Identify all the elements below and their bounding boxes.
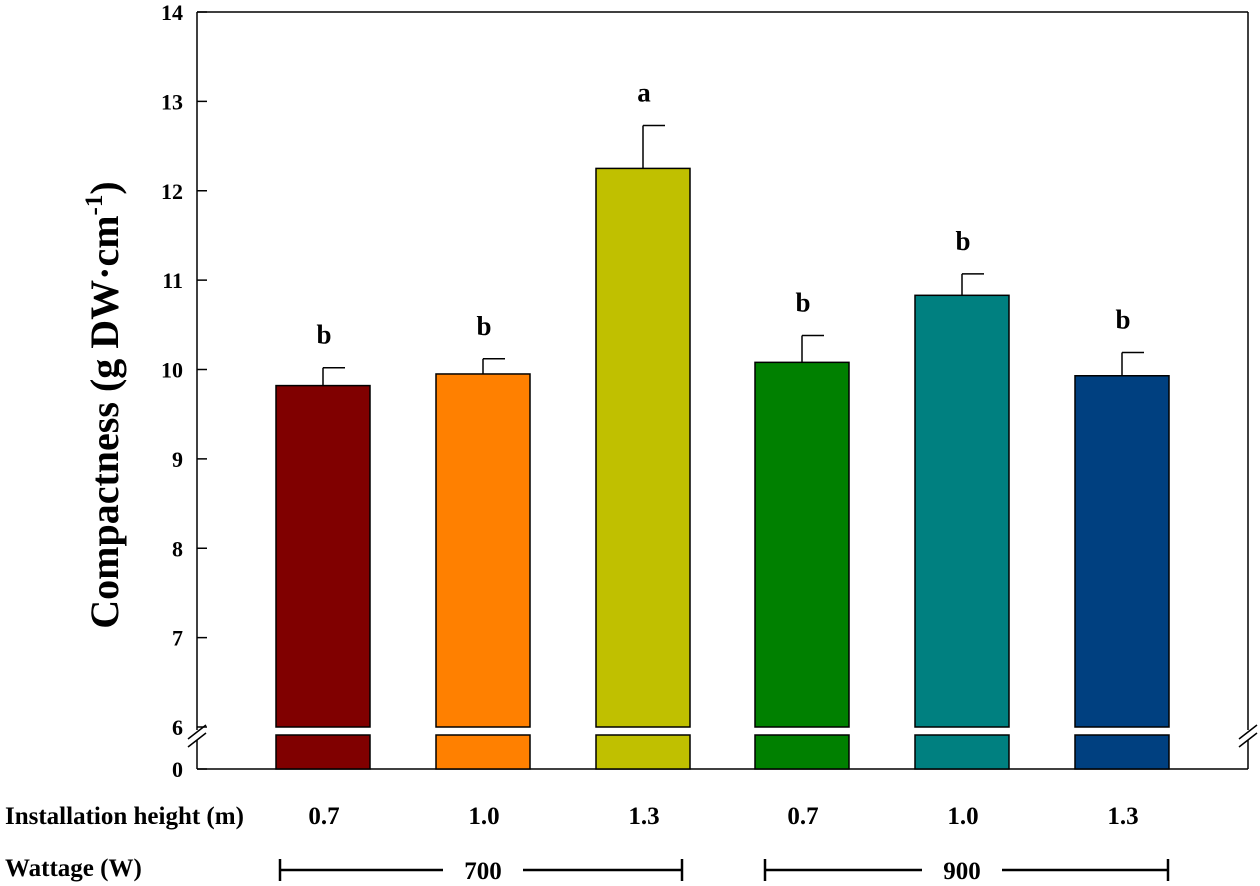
bar-stub xyxy=(595,734,691,770)
bar-stub xyxy=(914,734,1010,770)
bar xyxy=(754,361,850,728)
bar xyxy=(914,294,1010,728)
installation-height-label: Installation height (m) xyxy=(5,803,244,830)
y-axis: 14 13 12 11 10 9 8 7 6 0 xyxy=(161,0,207,782)
significance-label: b xyxy=(795,288,810,318)
y-tick-label: 11 xyxy=(162,268,183,293)
y-tick-label: 7 xyxy=(172,626,183,651)
bar-stub xyxy=(275,734,371,770)
plot-frame xyxy=(187,11,1258,770)
bar-stub xyxy=(1074,734,1170,770)
installation-height-value: 1.3 xyxy=(628,803,659,830)
axis-break-left-b xyxy=(187,732,207,748)
bars-group: b b a b b b xyxy=(275,78,1170,770)
y-tick-label: 10 xyxy=(161,358,183,383)
bar-stub xyxy=(435,734,531,770)
bar xyxy=(1074,375,1170,728)
significance-label: b xyxy=(955,226,970,256)
significance-label: b xyxy=(316,320,331,350)
y-tick-label: 9 xyxy=(172,447,183,472)
significance-label: b xyxy=(1115,305,1130,335)
wattage-value: 700 xyxy=(464,858,502,885)
installation-height-values: 0.7 1.0 1.3 0.7 1.0 1.3 xyxy=(308,803,1138,830)
significance-label: a xyxy=(637,78,651,108)
bar xyxy=(275,384,371,728)
bar-stub xyxy=(754,734,850,770)
bar xyxy=(435,373,531,728)
y-tick-label: 6 xyxy=(172,715,183,740)
y-tick-label: 8 xyxy=(172,536,183,561)
y-tick-label: 12 xyxy=(161,179,183,204)
y-axis-title-superscript: -1 xyxy=(81,195,108,216)
wattage-value: 900 xyxy=(943,858,981,885)
y-axis-title-close: ) xyxy=(82,181,127,194)
axis-break-right-a xyxy=(1238,724,1258,740)
y-tick-label: 13 xyxy=(161,89,183,114)
installation-height-value: 0.7 xyxy=(787,803,818,830)
installation-height-value: 1.0 xyxy=(947,803,978,830)
installation-height-value: 0.7 xyxy=(308,803,339,830)
installation-height-value: 1.3 xyxy=(1107,803,1138,830)
wattage-groups: 700 900 xyxy=(278,858,1170,885)
significance-label: b xyxy=(476,311,491,341)
y-tick-label: 0 xyxy=(172,757,183,782)
installation-height-value: 1.0 xyxy=(468,803,499,830)
bar xyxy=(595,167,691,728)
y-tick-label: 14 xyxy=(161,0,183,25)
y-axis-title: Compactness (g DW·cm-1) xyxy=(81,181,127,628)
axis-break-right-b xyxy=(1238,732,1258,748)
wattage-label: Wattage (W) xyxy=(5,855,142,882)
